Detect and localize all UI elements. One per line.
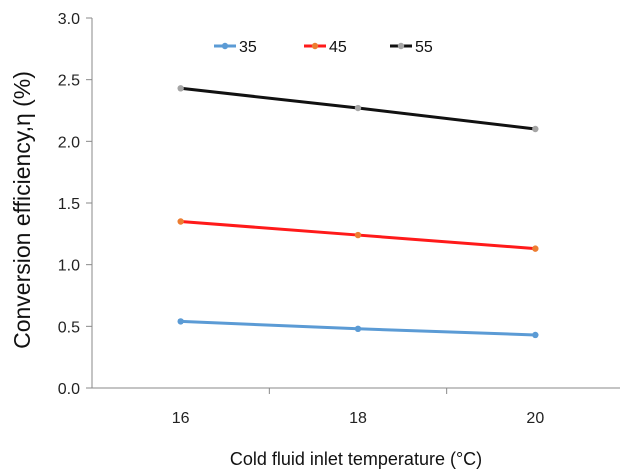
y-tick-label: 3.0 <box>58 11 80 28</box>
data-point <box>532 125 539 133</box>
x-axis-ticks: 16 18 20 <box>172 388 544 427</box>
y-tick-label: 0.5 <box>58 319 80 336</box>
series-layer <box>177 85 539 339</box>
legend-label-35: 35 <box>239 39 257 56</box>
data-point <box>177 318 184 325</box>
x-tick-label: 18 <box>349 410 367 427</box>
legend-marker <box>221 42 229 50</box>
y-tick-label: 0.0 <box>58 381 80 398</box>
data-point <box>532 245 539 252</box>
y-axis-title: Conversion efficiency,η (%) <box>9 71 35 349</box>
data-point <box>354 104 362 112</box>
data-point <box>354 231 362 239</box>
x-axis-title: Cold fluid inlet temperature (°C) <box>230 449 482 469</box>
x-tick-label: 16 <box>172 410 190 427</box>
y-tick-label: 2.5 <box>58 73 80 90</box>
y-tick-label: 1.5 <box>58 196 80 213</box>
legend: 35 45 55 <box>214 39 433 56</box>
legend-label-45: 45 <box>329 39 347 56</box>
legend-marker <box>311 42 319 50</box>
data-point <box>177 218 184 225</box>
legend-label-55: 55 <box>415 39 433 56</box>
data-point <box>354 325 362 332</box>
x-tick-label: 20 <box>526 410 544 427</box>
data-point <box>532 331 539 339</box>
y-tick-label: 2.0 <box>58 134 80 151</box>
legend-marker <box>397 42 405 50</box>
y-tick-label: 1.0 <box>58 258 80 275</box>
y-axis-ticks: 0.0 0.5 1.0 1.5 2.0 2.5 3.0 <box>58 11 92 398</box>
data-point <box>177 85 184 92</box>
